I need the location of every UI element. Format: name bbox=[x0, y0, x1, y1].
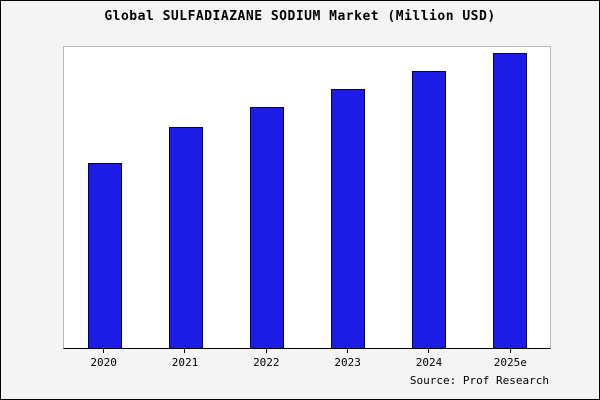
bar-cell bbox=[388, 47, 469, 348]
tick-mark bbox=[184, 349, 186, 353]
bar-cell bbox=[226, 47, 307, 348]
bar-cell bbox=[307, 47, 388, 348]
bar-2020 bbox=[87, 163, 122, 348]
x-tick-text: 2020 bbox=[90, 356, 117, 369]
x-tick-text: 2023 bbox=[334, 356, 361, 369]
bar-cell bbox=[469, 47, 550, 348]
bar-2024 bbox=[411, 70, 446, 348]
source-note: Source: Prof Research bbox=[409, 374, 549, 387]
tick-mark bbox=[509, 349, 511, 353]
x-tick-label-2025e: 2025e bbox=[470, 349, 551, 369]
bar-2022 bbox=[249, 106, 284, 348]
tick-mark bbox=[347, 349, 349, 353]
x-tick-label-2022: 2022 bbox=[226, 349, 307, 369]
x-tick-label-2020: 2020 bbox=[63, 349, 144, 369]
x-axis-labels: 2020 2021 2022 2023 2024 2025e bbox=[63, 349, 551, 369]
bar-series bbox=[64, 47, 550, 348]
chart-title: Global SULFADIAZANE SODIUM Market (Milli… bbox=[104, 9, 496, 24]
x-tick-label-2021: 2021 bbox=[144, 349, 225, 369]
x-tick-label-2024: 2024 bbox=[388, 349, 469, 369]
bar-2023 bbox=[330, 88, 365, 348]
x-tick-text: 2025e bbox=[493, 356, 527, 369]
bar-cell bbox=[145, 47, 226, 348]
x-tick-label-2023: 2023 bbox=[307, 349, 388, 369]
bar-2021 bbox=[168, 127, 203, 348]
tick-mark bbox=[265, 349, 267, 353]
bar-cell bbox=[64, 47, 145, 348]
bar-2025e bbox=[492, 52, 527, 348]
tick-mark bbox=[428, 349, 430, 353]
tick-mark bbox=[103, 349, 105, 353]
x-tick-text: 2022 bbox=[253, 356, 280, 369]
x-tick-text: 2021 bbox=[171, 356, 199, 369]
plot-area bbox=[63, 46, 551, 349]
x-tick-text: 2024 bbox=[415, 356, 443, 369]
